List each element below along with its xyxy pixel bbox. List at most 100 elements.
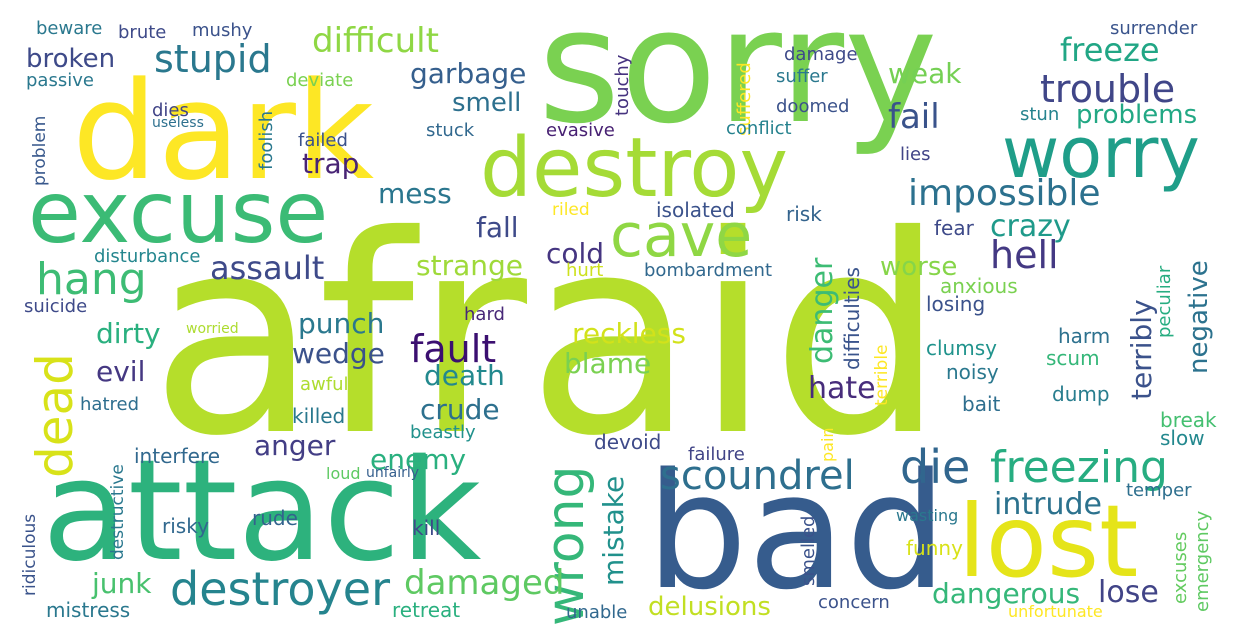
word-unfairly: unfairly — [366, 465, 420, 481]
word-wedge: wedge — [292, 337, 385, 370]
word-death: death — [424, 359, 505, 392]
word-beastly: beastly — [410, 422, 476, 443]
word-evasive: evasive — [546, 120, 615, 141]
word-unable: unable — [566, 602, 628, 623]
word-difficult: difficult — [312, 21, 439, 61]
word-mess: mess — [378, 177, 452, 210]
word-hatred: hatred — [80, 394, 140, 415]
word-stun: stun — [1020, 104, 1060, 125]
word-stupid: stupid — [154, 37, 272, 81]
word-sorry: sorry — [538, 0, 938, 159]
word-lose: lose — [1098, 575, 1159, 610]
word-doomed: doomed — [776, 96, 850, 117]
word-bombardment: bombardment — [644, 260, 773, 281]
word-broken: broken — [26, 44, 116, 74]
word-terrible-rot: terrible — [872, 344, 892, 406]
word-excuse: excuse — [28, 163, 329, 263]
word-junk: junk — [92, 567, 152, 600]
word-hell: hell — [990, 233, 1059, 277]
word-touchy-rot: touchy — [612, 54, 633, 116]
word-blame: blame — [564, 347, 652, 380]
word-noisy: noisy — [946, 360, 999, 384]
word-loud: loud — [326, 464, 361, 483]
word-brute: brute — [118, 22, 167, 43]
word-passive: passive — [26, 70, 94, 91]
word-cave: cave — [610, 201, 753, 271]
word-terribly-rot: terribly — [1125, 299, 1158, 400]
word-devoid: devoid — [594, 430, 662, 454]
word-intrude: intrude — [994, 487, 1102, 522]
word-dead: dead — [26, 353, 84, 478]
word-pain-rot: pain — [818, 427, 837, 462]
word-killed: killed — [292, 404, 346, 428]
word-destroyer: destroyer — [170, 562, 390, 616]
word-die: die — [900, 440, 971, 494]
word-bad: bad — [646, 438, 948, 625]
word-dangerous: dangerous — [932, 577, 1081, 610]
word-hate: hate — [808, 371, 876, 406]
word-weak: weak — [888, 57, 962, 90]
word-crazy: crazy — [990, 209, 1071, 244]
word-useless: useless — [152, 115, 204, 131]
word-beware: beware — [36, 18, 103, 39]
word-negative-rot: negative — [1184, 260, 1214, 374]
word-excuses-rot: excuses — [1170, 531, 1191, 604]
word-strange: strange — [416, 249, 523, 282]
word-clumsy: clumsy — [926, 336, 997, 360]
word-rude: rude — [252, 506, 298, 530]
word-retreat: retreat — [392, 598, 461, 622]
word-dies: dies — [152, 100, 189, 121]
word-lost: lost — [958, 483, 1139, 600]
word-isolated: isolated — [656, 198, 735, 222]
word-garbage: garbage — [410, 57, 527, 90]
word-failure: failure — [688, 444, 745, 465]
word-failed: failed — [298, 130, 348, 151]
word-awful: awful — [300, 374, 349, 395]
word-fall: fall — [476, 211, 519, 244]
word-interfere: interfere — [134, 444, 221, 468]
word-anger: anger — [254, 429, 336, 462]
word-slow: slow — [1160, 426, 1205, 450]
word-freezing: freezing — [990, 442, 1168, 493]
word-worried: worried — [186, 321, 239, 337]
word-bait: bait — [962, 392, 1001, 416]
word-trouble: trouble — [1040, 67, 1176, 111]
word-losing: losing — [926, 292, 986, 316]
word-dark: dark — [72, 53, 375, 210]
word-problems: problems — [1076, 100, 1198, 130]
word-mistake-rot: mistake — [597, 475, 630, 586]
word-risk: risk — [786, 202, 822, 226]
word-harm: harm — [1058, 324, 1111, 348]
word-dirty: dirty — [96, 317, 161, 350]
word-kill: kill — [412, 516, 441, 540]
word-riled: riled — [552, 200, 590, 220]
word-smelled-rot: smelled — [798, 515, 819, 587]
word-hurt: hurt — [566, 260, 604, 281]
word-impossible: impossible — [908, 173, 1101, 214]
word-mushy: mushy — [192, 20, 253, 41]
word-damaged: damaged — [404, 563, 565, 603]
word-funny: funny — [906, 536, 963, 560]
word-crude: crude — [420, 393, 500, 426]
word-mistress: mistress — [46, 598, 131, 622]
word-fail: fail — [888, 97, 940, 137]
word-danger-rot: danger — [805, 257, 840, 364]
word-hard: hard — [464, 304, 505, 325]
word-emergency-rot: emergency — [1192, 510, 1213, 612]
word-fault: fault — [410, 327, 497, 371]
word-difficulties-rot: difficulties — [840, 267, 864, 370]
word-afraid: afraid — [150, 177, 945, 496]
word-unfortunate: unfortunate — [1008, 602, 1103, 621]
word-suffer: suffer — [776, 66, 828, 87]
word-smell: smell — [452, 88, 522, 118]
word-ridiculous-rot: ridiculous — [20, 513, 40, 596]
word-scum: scum — [1046, 346, 1100, 370]
word-risky: risky — [162, 514, 209, 538]
word-problem-rot: problem — [30, 115, 50, 186]
word-worry: worry — [1002, 112, 1200, 194]
word-destructive-rot: destructive — [108, 464, 128, 560]
word-dump: dump — [1052, 382, 1110, 406]
word-lies: lies — [900, 144, 931, 165]
word-assault: assault — [210, 249, 325, 287]
